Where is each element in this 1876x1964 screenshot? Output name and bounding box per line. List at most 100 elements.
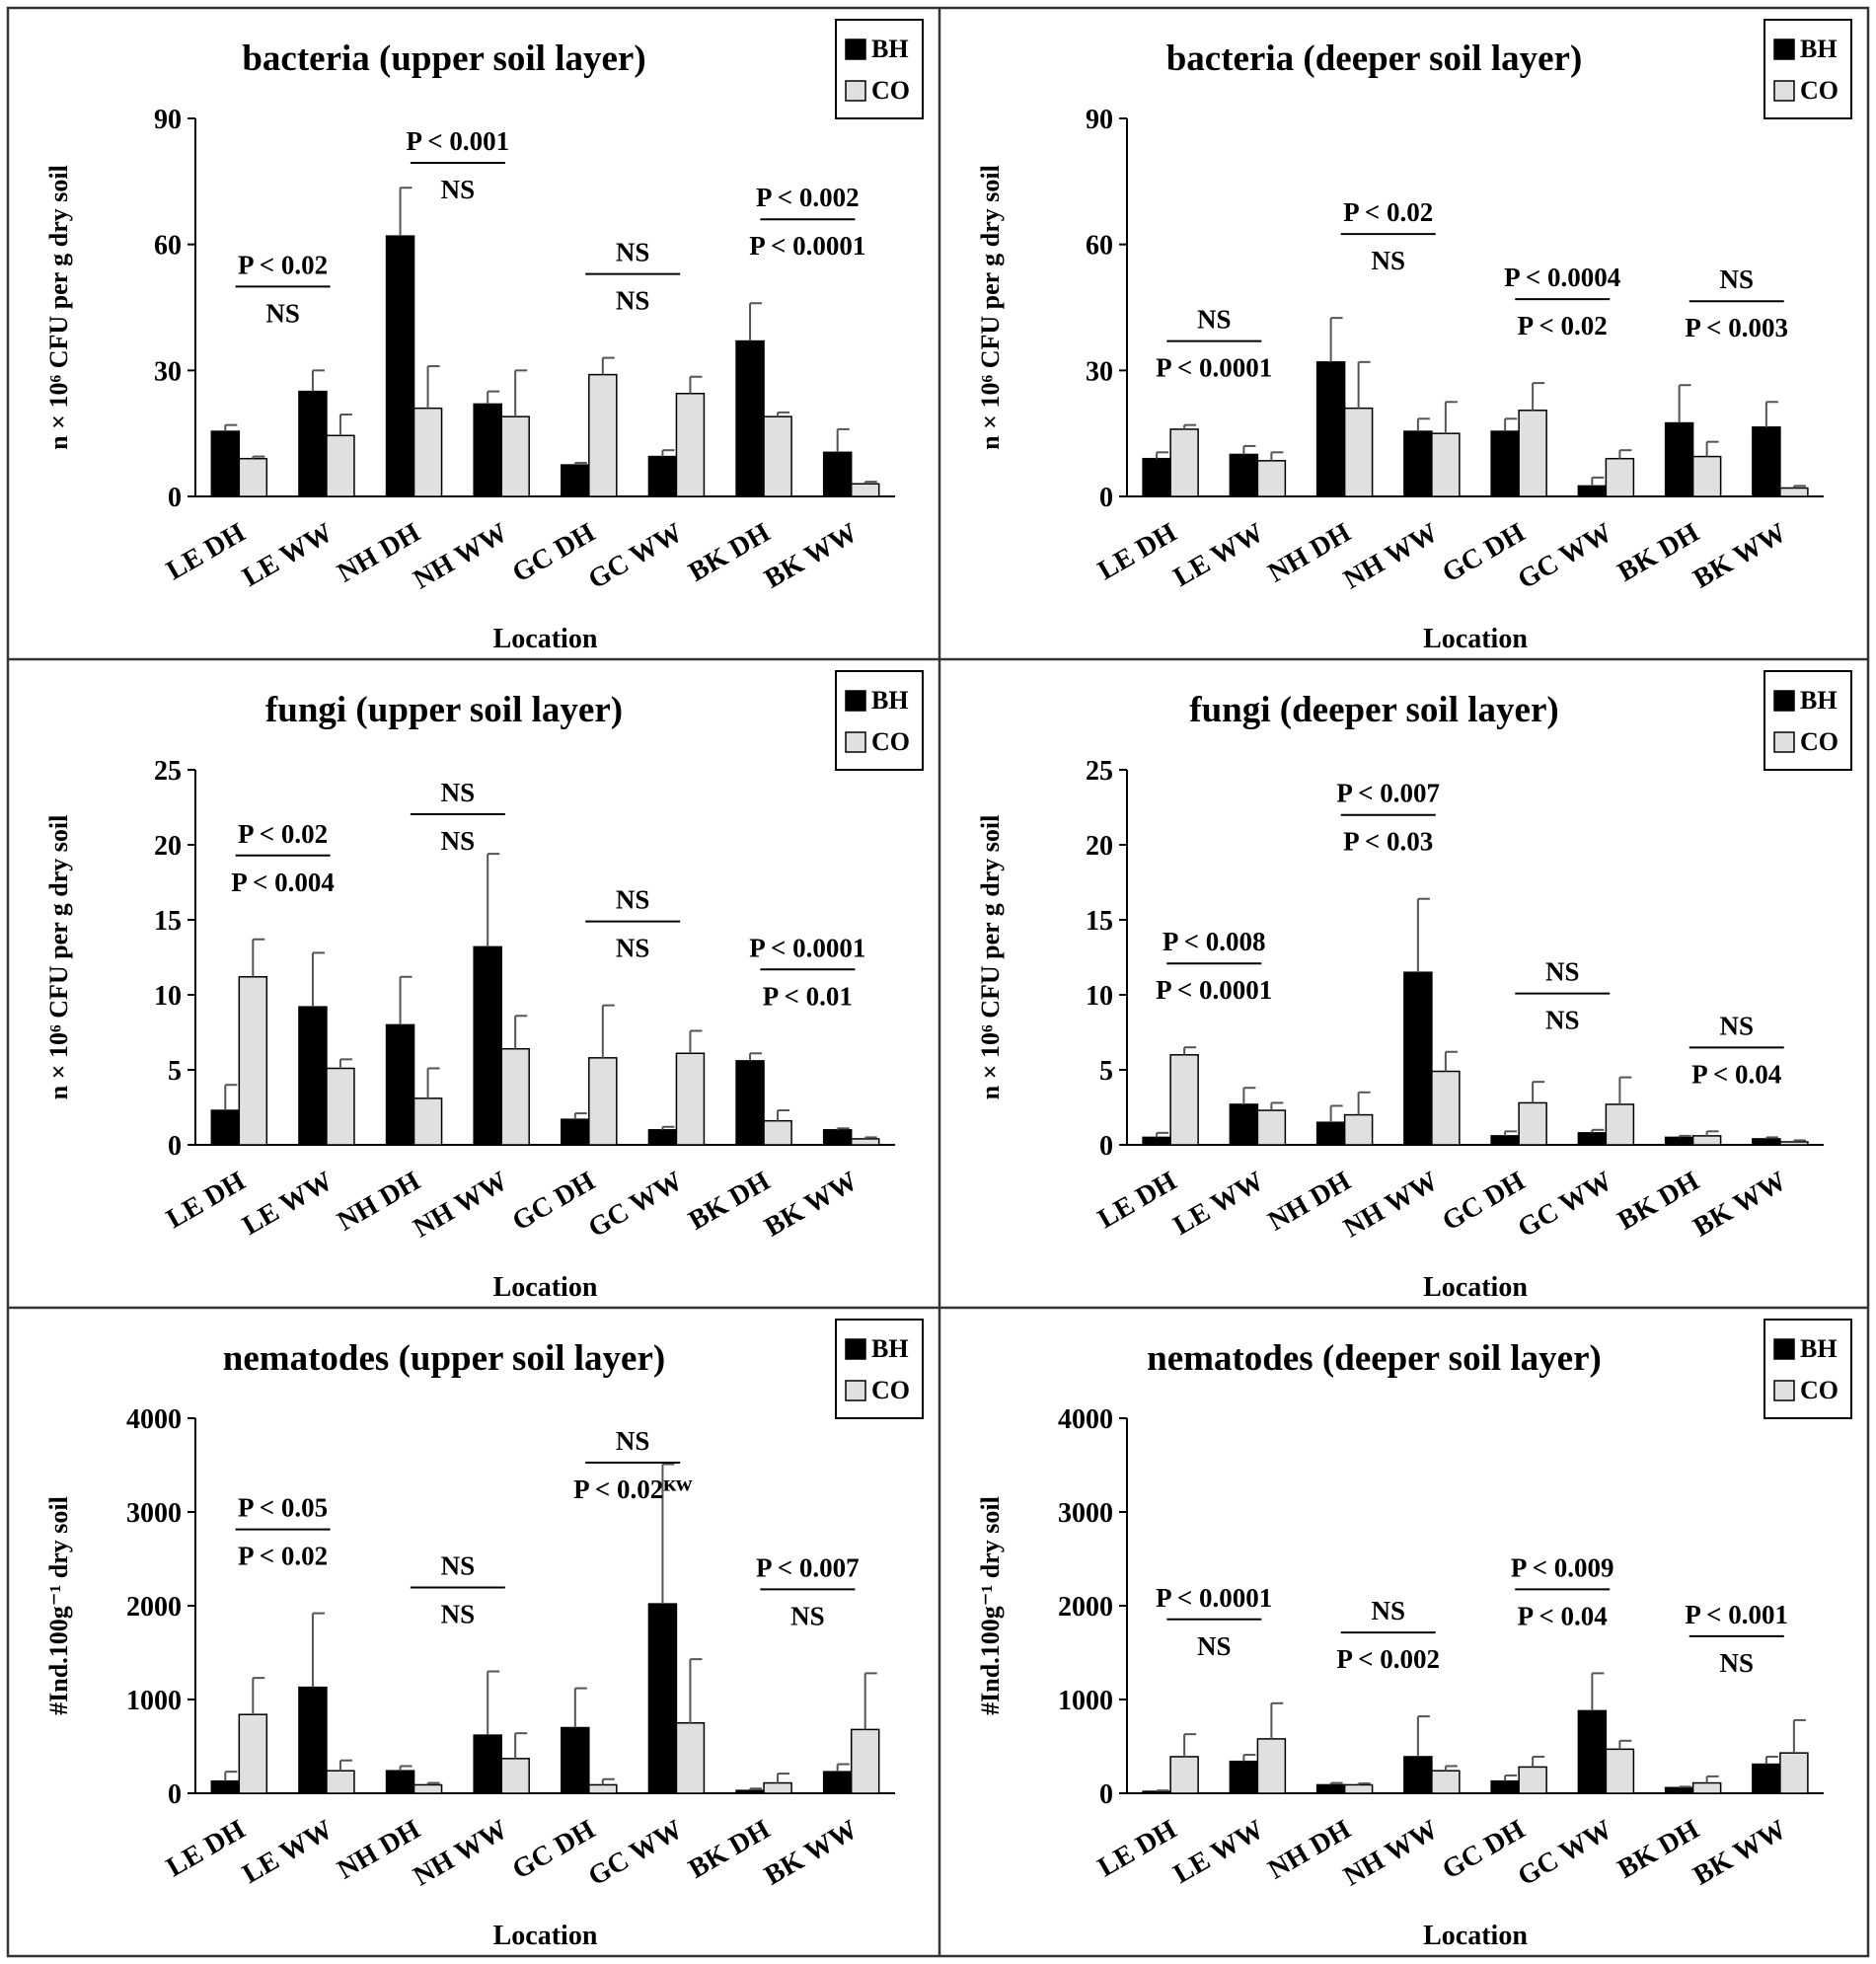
- bar-bh: [210, 1779, 241, 1794]
- bar-bh: [1229, 1760, 1259, 1794]
- bar-co: [588, 373, 618, 497]
- bar-co: [1343, 407, 1374, 497]
- significance-top: NS: [616, 1426, 650, 1456]
- y-tick-label: 20: [1086, 831, 1113, 862]
- x-tick-label: GC WW: [1513, 1814, 1617, 1892]
- significance-top: P < 0.0001: [749, 933, 865, 962]
- y-tick-label: 3000: [126, 1498, 182, 1529]
- y-tick-label: 2000: [126, 1592, 182, 1623]
- legend-swatch-bh: [845, 690, 866, 712]
- bar-bh: [210, 1109, 241, 1146]
- y-tick-label: 0: [168, 1131, 182, 1162]
- chart-panel: fungi (upper soil layer) BH CO n × 10⁶ CFU …: [44, 670, 924, 1303]
- significance-bottom: P < 0.02: [1518, 311, 1608, 340]
- bar-bh: [298, 1686, 328, 1794]
- bar-bh: [473, 945, 502, 1146]
- bar-bh: [1142, 457, 1171, 497]
- x-tick-label: GC DH: [1437, 1166, 1530, 1237]
- significance-annotation: P < 0.02 NS: [235, 250, 331, 328]
- legend-box: [1763, 1319, 1852, 1419]
- legend: BH CO: [1763, 670, 1852, 771]
- bar-bh: [1490, 430, 1520, 497]
- significance-bottom: P < 0.003: [1685, 313, 1788, 342]
- x-tick-label: BK WW: [760, 517, 863, 594]
- x-tick-label: NH DH: [333, 1166, 425, 1237]
- x-tick-label: BK WW: [760, 1814, 863, 1891]
- bar-bh: [1490, 1135, 1520, 1146]
- legend-label-co: CO: [871, 76, 910, 105]
- x-tick-label: GC DH: [507, 1166, 600, 1237]
- x-tick-label: LE WW: [237, 1166, 338, 1242]
- x-axis-label: Location: [493, 624, 598, 654]
- significance-top: P < 0.001: [407, 126, 510, 156]
- legend: BH CO: [835, 1319, 924, 1419]
- significance-bottom: NS: [441, 826, 476, 856]
- chart-title: fungi (upper soil layer): [265, 690, 623, 730]
- bar-bh: [1664, 1786, 1694, 1794]
- bar-co: [1343, 1113, 1374, 1146]
- y-tick-label: 30: [1086, 356, 1113, 387]
- bar-bh: [1403, 971, 1433, 1146]
- bar-bh: [647, 1129, 678, 1146]
- chart-title: fungi (deeper soil layer): [1189, 690, 1558, 730]
- bar-bh: [561, 464, 590, 497]
- x-tick-label: LE WW: [237, 517, 338, 593]
- legend: BH CO: [1763, 19, 1852, 119]
- x-tick-label: LE DH: [162, 517, 251, 586]
- legend-box: [1763, 19, 1852, 119]
- bar-bh: [822, 1129, 853, 1146]
- bar-co: [1169, 1054, 1199, 1146]
- chart-title: bacteria (upper soil layer): [242, 38, 645, 79]
- bar-co: [850, 483, 880, 497]
- significance-annotation: NS NS: [585, 238, 681, 316]
- legend: BH CO: [835, 670, 924, 771]
- x-tick-label: LE WW: [1168, 1814, 1269, 1890]
- x-axis-label: Location: [493, 1272, 598, 1303]
- significance-bottom: NS: [441, 1600, 476, 1629]
- significance-annotation: P < 0.007 P < 0.03: [1336, 779, 1440, 857]
- significance-top: NS: [1545, 957, 1580, 987]
- bar-bh: [1752, 426, 1781, 497]
- bar-co: [326, 434, 355, 497]
- significance-top: P < 0.009: [1511, 1552, 1614, 1582]
- legend-swatch-bh: [1773, 38, 1795, 60]
- x-tick-label: BK DH: [684, 1814, 776, 1885]
- x-tick-label: BK DH: [1613, 1166, 1704, 1237]
- x-tick-label: GC DH: [1437, 1814, 1530, 1885]
- x-tick-label: GC WW: [583, 517, 688, 595]
- significance-top: NS: [1197, 305, 1232, 335]
- significance-bottom: NS: [265, 298, 300, 328]
- significance-annotation: NS NS: [1515, 957, 1611, 1035]
- bar-co: [1169, 428, 1199, 497]
- bar-bh: [473, 1734, 502, 1794]
- legend-label-bh: BH: [1800, 35, 1838, 63]
- legend-label-bh: BH: [871, 1334, 909, 1363]
- significance-annotation: P < 0.02 P < 0.004: [231, 819, 335, 897]
- significance-bottom: P < 0.0001: [1156, 975, 1272, 1005]
- bar-bh: [1315, 1783, 1346, 1794]
- x-tick-label: GC DH: [1437, 517, 1530, 588]
- bar-bh: [473, 403, 502, 497]
- x-tick-label: NH WW: [1338, 1814, 1443, 1892]
- x-tick-label: NH WW: [1338, 517, 1443, 595]
- bar-co: [326, 1067, 355, 1146]
- y-tick-label: 3000: [1058, 1498, 1113, 1529]
- bar-co: [588, 1057, 618, 1146]
- significance-annotation: NS P < 0.003: [1685, 264, 1788, 342]
- x-tick-label: GC WW: [583, 1166, 688, 1244]
- bar-co: [763, 1119, 792, 1146]
- y-tick-label: 4000: [1058, 1404, 1113, 1435]
- y-tick-label: 15: [1086, 906, 1113, 937]
- bar-bh: [822, 1771, 853, 1794]
- bar-bh: [1229, 453, 1259, 497]
- significance-top: P < 0.007: [1336, 779, 1440, 808]
- x-tick-label: NH DH: [333, 517, 425, 588]
- bar-bh: [298, 390, 328, 497]
- bar-co: [238, 1713, 268, 1794]
- bar-bh: [1752, 1763, 1781, 1794]
- bar-co: [1691, 1781, 1722, 1794]
- bar-co: [675, 1052, 706, 1146]
- x-tick-label: BK WW: [1688, 1166, 1792, 1243]
- y-axis-label: n × 10⁶ CFU per g dry soil: [976, 815, 1005, 1100]
- legend-box: [835, 1319, 924, 1419]
